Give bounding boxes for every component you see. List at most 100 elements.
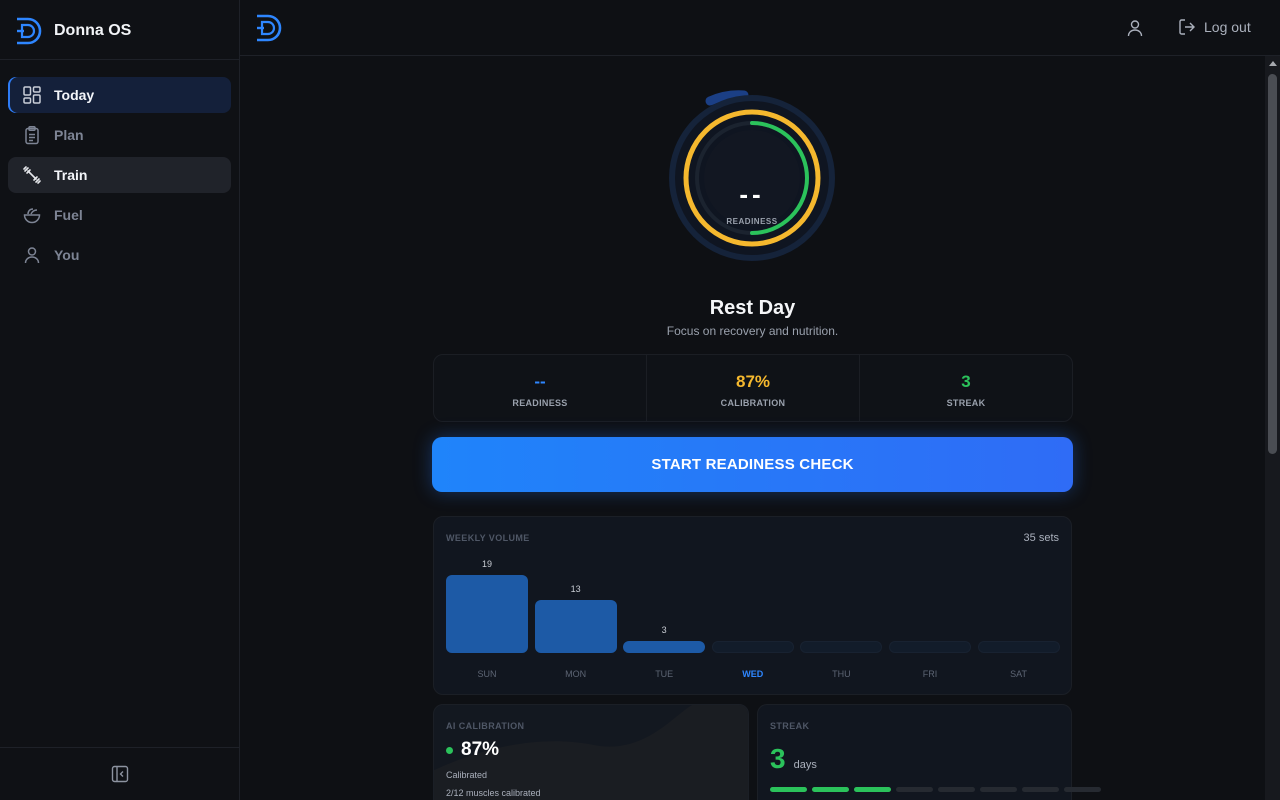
bar-value-label: 3 — [661, 624, 667, 635]
volume-bar[interactable] — [446, 575, 528, 653]
calibration-value-row: 87% — [446, 739, 499, 761]
volume-bar[interactable] — [623, 640, 706, 653]
sidebar-item-fuel[interactable]: Fuel — [8, 197, 231, 233]
user-icon — [1127, 20, 1143, 37]
weekly-volume-card: WEEKLY VOLUME 35 sets 19 13 3 SUN MON TUE WED… — [433, 516, 1072, 695]
day-label-wed: WED — [742, 669, 764, 679]
donna-logo-icon — [257, 14, 282, 42]
stat-calibration: 87% CALIBRATION — [647, 355, 860, 421]
sidebar-item-label: Train — [54, 167, 88, 183]
day-label-sat: SAT — [1010, 669, 1028, 679]
weekly-bars: 19 13 3 — [446, 557, 1060, 653]
calibration-status: Calibrated — [446, 770, 488, 780]
volume-bar-col-sat — [977, 557, 1060, 653]
volume-bar[interactable] — [889, 641, 971, 653]
card-backdrop-shape — [434, 705, 748, 800]
card-title: STREAK — [770, 721, 810, 731]
scroll-thumb[interactable] — [1268, 74, 1277, 454]
streak-segment — [770, 787, 807, 792]
volume-bar-col-wed — [711, 557, 794, 653]
logout-icon — [1179, 19, 1195, 35]
calibration-value: 87% — [461, 739, 500, 760]
donna-logo-icon — [17, 17, 42, 45]
weekly-total: 35 sets — [1023, 532, 1059, 544]
start-readiness-check-button[interactable]: START READINESS CHECK — [432, 437, 1073, 492]
streak-segment — [812, 787, 849, 792]
streak-segment — [854, 787, 891, 792]
ai-calibration-card[interactable]: AI CALIBRATION 87% Calibrated 2/12 muscl… — [433, 704, 749, 800]
logout-label: Log out — [1204, 19, 1251, 35]
streak-unit: days — [793, 759, 817, 771]
day-title: Rest Day — [709, 297, 796, 319]
day-label-thu: THU — [832, 669, 851, 679]
sidebar-item-plan[interactable]: Plan — [8, 117, 231, 153]
scroll-up-arrow-icon[interactable] — [1269, 61, 1277, 66]
stat-streak: 3 STREAK — [860, 355, 1072, 421]
brand-name: Donna OS — [54, 22, 132, 39]
streak-segment — [1064, 787, 1101, 792]
stat-value: 3 — [961, 372, 971, 391]
streak-segment — [938, 787, 975, 792]
stat-readiness: -- READINESS — [434, 355, 647, 421]
sidebar-item-label: You — [54, 247, 80, 263]
readiness-ring: -- READINESS — [666, 81, 842, 271]
profile-button[interactable] — [1125, 18, 1145, 38]
stats-panel: -- READINESS 87% CALIBRATION 3 STREAK — [433, 354, 1073, 422]
card-title: AI CALIBRATION — [446, 721, 525, 731]
day-label-fri: FRI — [922, 669, 938, 679]
bar-value-label: 13 — [570, 583, 581, 594]
streak-progress — [770, 787, 1101, 792]
day-label-tue: TUE — [655, 669, 674, 679]
volume-bar[interactable] — [711, 641, 794, 653]
divider — [0, 59, 239, 60]
stat-label: READINESS — [512, 398, 568, 408]
sidebar-item-today[interactable]: Today — [8, 77, 231, 113]
streak-value-row: 3 days — [770, 743, 817, 775]
streak-segment — [1022, 787, 1059, 792]
scrollbar[interactable] — [1265, 56, 1280, 800]
sidebar-item-you[interactable]: You — [8, 237, 231, 273]
topbar-logo[interactable] — [254, 13, 284, 48]
streak-card[interactable]: STREAK 3 days — [757, 704, 1101, 800]
streak-segment — [980, 787, 1017, 792]
sidebar-collapse-icon — [111, 765, 129, 783]
card-title: WEEKLY VOLUME — [446, 533, 530, 543]
readiness-ring-graphic — [669, 90, 835, 261]
day-subtitle: Focus on recovery and nutrition. — [666, 324, 839, 338]
volume-bar[interactable] — [800, 641, 883, 653]
volume-bar-col-mon: 13 — [534, 557, 617, 653]
sidebar-collapse-button[interactable] — [110, 764, 130, 784]
brand[interactable]: Donna OS — [14, 16, 131, 46]
bar-value-label: 19 — [481, 559, 492, 569]
ring-label: READINESS — [726, 217, 778, 226]
stat-label: STREAK — [946, 398, 986, 408]
logout-button[interactable]: Log out — [1178, 18, 1251, 36]
calibration-muscles: 2/12 muscles calibrated — [446, 788, 541, 798]
volume-bar[interactable] — [977, 641, 1060, 653]
dashboard-icon — [23, 86, 41, 104]
stat-value: 87% — [735, 372, 771, 391]
streak-segment — [896, 787, 933, 792]
day-label-sun: SUN — [477, 669, 497, 679]
volume-bar[interactable] — [534, 599, 617, 653]
sidebar-item-train[interactable]: Train — [8, 157, 231, 193]
day-label-mon: MON — [565, 669, 587, 679]
stat-label: CALIBRATION — [720, 398, 786, 408]
sidebar-item-label: Plan — [54, 127, 84, 143]
volume-bar-col-fri — [889, 557, 971, 653]
dumbbell-icon — [23, 166, 41, 184]
volume-bar-col-tue: 3 — [623, 557, 706, 653]
status-dot-icon — [446, 746, 453, 754]
divider — [0, 747, 239, 748]
topbar: Log out — [240, 0, 1280, 56]
sidebar-item-label: Fuel — [54, 207, 83, 223]
user-icon — [24, 247, 40, 264]
sidebar: Donna OS Today Plan — [0, 0, 240, 800]
bowl-icon — [23, 208, 41, 224]
stat-value: -- — [534, 372, 546, 391]
ring-value: -- — [739, 179, 765, 209]
clipboard-icon — [25, 126, 39, 145]
volume-bar-col-thu — [800, 557, 883, 653]
main-content: -- READINESS Rest Day Focus on recovery … — [240, 57, 1265, 800]
